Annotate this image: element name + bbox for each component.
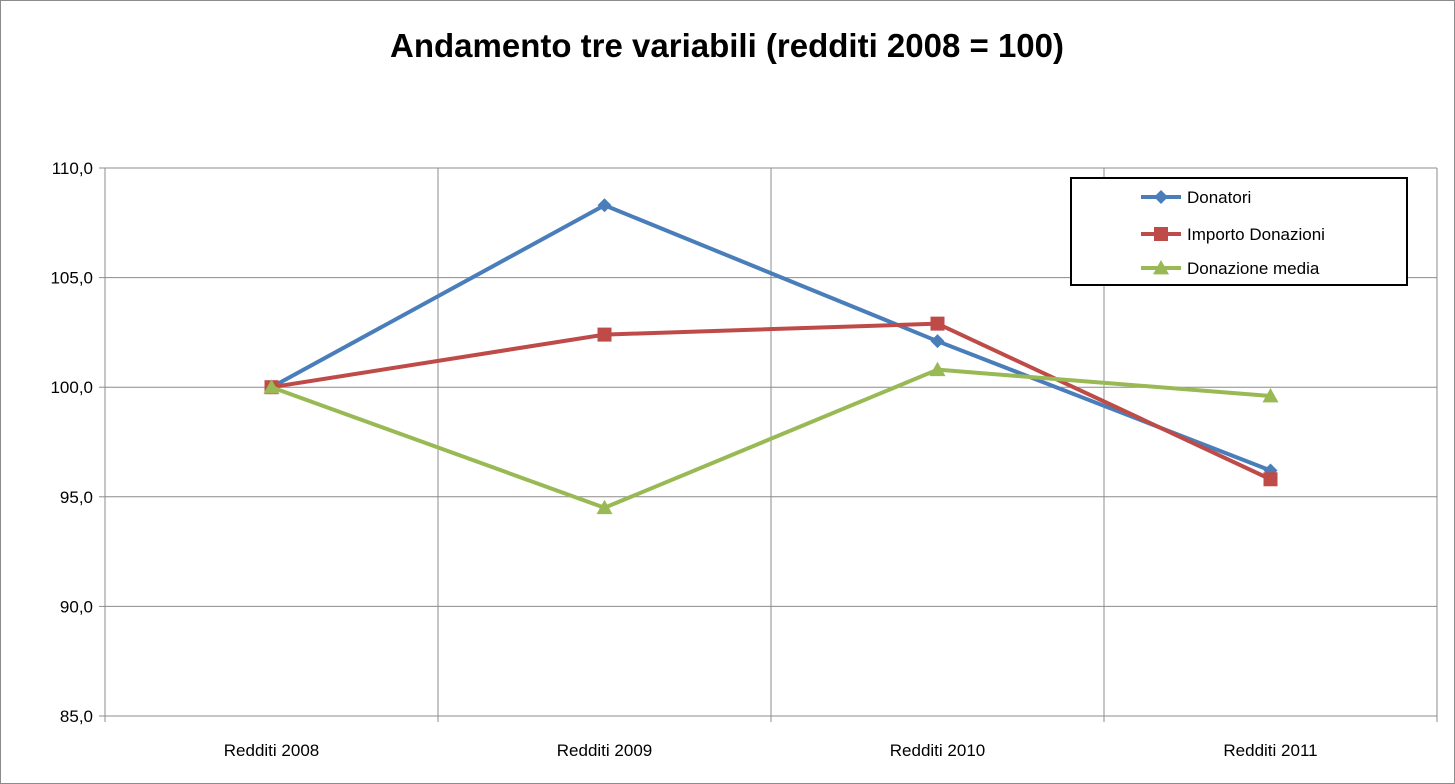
- series-area: [263, 198, 1279, 515]
- series-line: [271, 321, 1272, 482]
- data-point: [263, 379, 280, 394]
- data-point: [930, 316, 945, 331]
- data-point: [929, 361, 946, 377]
- data-point: [1262, 387, 1279, 403]
- data-point: [596, 499, 613, 515]
- data-point: [1263, 472, 1278, 487]
- y-tick-label: 105,0: [50, 269, 93, 288]
- axes: 85,0 90,0 95,0 100,0 105,0 110,0 Redditi 2008 R…: [50, 159, 1438, 760]
- legend-label: Donazione media: [1187, 259, 1320, 278]
- x-tick-label: Redditi 2009: [557, 741, 652, 760]
- y-tick-label: 110,0: [52, 159, 93, 178]
- legend-label: Donatori: [1187, 188, 1251, 207]
- legend-label: Importo Donazioni: [1187, 225, 1325, 244]
- series-line: [270, 367, 1271, 510]
- x-tick-label: Redditi 2010: [890, 741, 985, 760]
- legend-marker: [1153, 260, 1169, 275]
- series-line: [270, 203, 1272, 473]
- series-3: [263, 361, 1279, 515]
- data-point: [930, 334, 945, 349]
- legend-box: [1070, 177, 1408, 286]
- data-point: [597, 198, 612, 213]
- x-tick-label: Redditi 2008: [224, 741, 319, 760]
- data-point: [597, 327, 612, 342]
- y-tick-label: 95,0: [60, 488, 93, 507]
- y-tick-label: 90,0: [60, 597, 93, 616]
- legend-marker: [1154, 227, 1168, 241]
- y-tick-label: 100,0: [50, 378, 93, 397]
- y-tick-label: 85,0: [60, 707, 93, 726]
- chart-title: Andamento tre variabili (redditi 2008 = …: [390, 27, 1064, 64]
- legend-marker: [1154, 190, 1168, 204]
- x-tick-label: Redditi 2011: [1223, 741, 1317, 760]
- legend: Donatori Importo Donazioni Donazione media: [1070, 177, 1408, 286]
